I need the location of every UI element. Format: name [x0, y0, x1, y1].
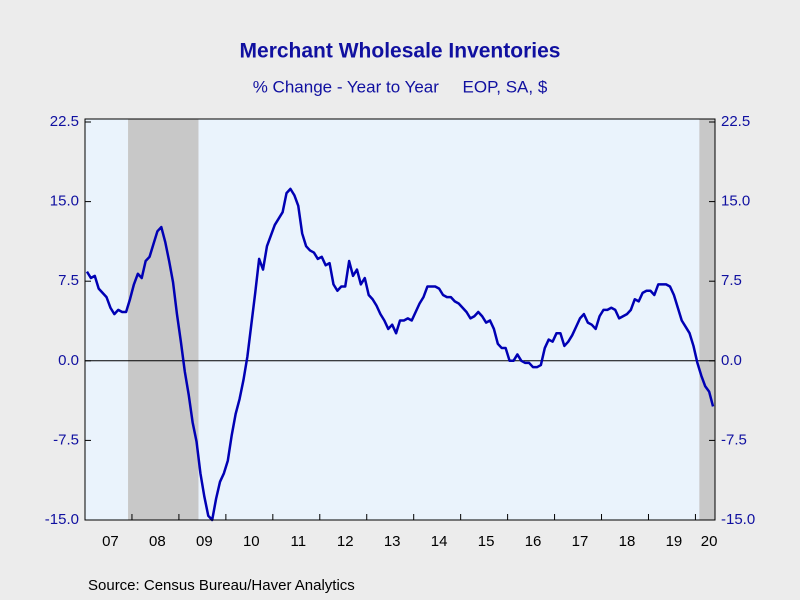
y-tick-label: 15.0	[50, 193, 79, 210]
x-tick-label: 11	[290, 533, 306, 550]
recession-shading	[699, 119, 715, 520]
chart-subtitle: % Change - Year to Year EOP, SA, $	[253, 77, 548, 96]
data-line	[85, 187, 715, 522]
x-tick-label: 14	[431, 533, 448, 550]
y2-tick-label: -7.5	[721, 431, 747, 448]
recession-shading	[128, 119, 199, 520]
x-tick-label: 08	[149, 533, 166, 550]
x-tick-label: 07	[102, 533, 119, 550]
x-tick-label: 18	[619, 533, 636, 550]
x-tick-label: 10	[243, 533, 260, 550]
y-tick-label: 22.5	[50, 113, 79, 130]
x-tick-label: 13	[384, 533, 401, 550]
y2-tick-label: 0.0	[721, 352, 742, 369]
y2-tick-label: 7.5	[721, 272, 742, 289]
chart-title: Merchant Wholesale Inventories	[240, 40, 561, 63]
source: Source: Census Bureau/Haver Analytics	[88, 577, 355, 594]
y-tick-label: -15.0	[45, 511, 79, 528]
x-tick-label: 09	[196, 533, 213, 550]
x-tick-label: 17	[572, 533, 589, 550]
x-tick-label: 20	[701, 533, 718, 550]
y-tick-label: 0.0	[58, 352, 79, 369]
x-tick-label: 19	[666, 533, 683, 550]
x-tick-label: 12	[337, 533, 354, 550]
y2-tick-label: 22.5	[721, 113, 750, 130]
y-tick-label: 7.5	[58, 272, 79, 289]
x-tick-label: 15	[478, 533, 495, 550]
x-tick-label: 16	[525, 533, 542, 550]
y-tick-label: -7.5	[53, 431, 79, 448]
y2-tick-label: -15.0	[721, 511, 755, 528]
plot-border	[84, 118, 716, 521]
y2-tick-label: 15.0	[721, 193, 750, 210]
